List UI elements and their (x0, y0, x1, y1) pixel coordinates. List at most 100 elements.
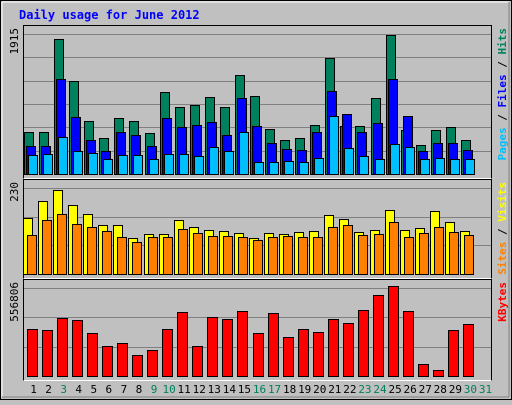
bar-pages-day-19 (299, 162, 309, 175)
panel-hits-ymax-label: 1915 (8, 28, 21, 55)
bar-pages-day-3 (58, 137, 68, 175)
bar-pages-day-11 (179, 154, 189, 175)
bar-kbytes-day-26 (403, 311, 414, 377)
bar-pages-day-1 (28, 155, 38, 175)
bar-pages-day-15 (239, 132, 249, 175)
bar-kbytes-day-30 (463, 324, 474, 377)
bar-kbytes-day-13 (207, 317, 218, 377)
series-pages (28, 116, 475, 175)
panel-visits: 230 Sites / Visits (8, 179, 509, 279)
bar-kbytes-day-29 (448, 330, 459, 377)
x-tick-label-day-18: 18 (283, 383, 296, 396)
bar-sites-day-22 (343, 225, 353, 275)
panel-visits-ymax-label: 230 (8, 182, 21, 202)
bar-kbytes-day-5 (87, 333, 98, 377)
bar-sites-day-21 (328, 227, 338, 275)
panel-hits-label-part: / (496, 108, 509, 128)
x-tick-label-day-15: 15 (238, 383, 251, 396)
bar-sites-day-6 (102, 231, 112, 275)
bar-sites-day-13 (208, 236, 218, 275)
x-tick-label-day-1: 1 (30, 383, 37, 396)
x-tick-label-day-4: 4 (75, 383, 82, 396)
bar-pages-day-10 (164, 154, 174, 175)
bar-kbytes-day-3 (57, 318, 68, 377)
bar-sites-day-11 (178, 229, 188, 275)
bar-pages-day-9 (149, 159, 159, 175)
bar-pages-day-22 (344, 148, 354, 175)
x-tick-label-day-3: 3 (60, 383, 67, 396)
bar-pages-day-21 (329, 116, 339, 175)
bar-kbytes-day-6 (102, 346, 113, 377)
x-tick-label-day-27: 27 (419, 383, 432, 396)
bar-kbytes-day-2 (42, 330, 53, 377)
bar-sites-day-17 (268, 237, 278, 275)
bar-kbytes-day-4 (72, 320, 83, 377)
bar-kbytes-day-19 (298, 329, 309, 377)
x-tick-label-day-13: 13 (208, 383, 221, 396)
bar-sites-day-28 (434, 227, 444, 275)
bar-sites-day-12 (193, 233, 203, 275)
x-tick-label-day-29: 29 (449, 383, 462, 396)
panel-hits-label-part: Files (496, 74, 509, 107)
bar-sites-day-4 (72, 224, 82, 275)
bar-kbytes-day-17 (268, 313, 279, 377)
bar-kbytes-day-11 (177, 312, 188, 377)
bar-pages-day-30 (465, 159, 475, 175)
x-tick-label-day-20: 20 (313, 383, 326, 396)
panel-hits-label-part: / (496, 55, 509, 75)
bar-kbytes-day-10 (162, 329, 173, 377)
bar-kbytes-day-7 (117, 343, 128, 377)
bar-kbytes-day-16 (253, 333, 264, 377)
x-tick-label-day-23: 23 (358, 383, 371, 396)
bar-pages-day-24 (375, 159, 385, 175)
bar-pages-day-28 (435, 158, 445, 175)
bar-pages-day-5 (88, 153, 98, 175)
x-tick-label-day-30: 30 (464, 383, 477, 396)
bar-pages-day-6 (103, 159, 113, 175)
x-tick-label-day-24: 24 (373, 383, 387, 396)
x-tick-label-day-2: 2 (45, 383, 52, 396)
series-kbytes (27, 286, 474, 377)
bar-kbytes-day-15 (237, 311, 248, 377)
bar-sites-day-30 (464, 235, 474, 275)
x-tick-label-day-25: 25 (388, 383, 401, 396)
panel-visits-label-part: / (496, 222, 509, 242)
bar-pages-day-2 (43, 154, 53, 175)
bar-pages-day-18 (284, 161, 294, 175)
bar-sites-day-3 (57, 214, 67, 275)
bar-sites-day-26 (404, 237, 414, 275)
panel-kbytes-label-part: KBytes (496, 282, 509, 322)
bar-kbytes-day-1 (27, 329, 38, 377)
panel-hits-series-label: Pages / Files / Hits (496, 28, 509, 161)
bar-kbytes-day-27 (418, 364, 429, 377)
x-tick-label-day-28: 28 (434, 383, 447, 396)
bar-sites-day-14 (223, 236, 233, 275)
bar-sites-day-2 (42, 220, 52, 275)
panel-kbytes-ymax-label: 556806 (8, 282, 21, 322)
bar-kbytes-day-9 (147, 350, 158, 377)
bar-kbytes-day-12 (192, 346, 203, 377)
panel-visits-label-part: Sites (496, 242, 509, 275)
bar-sites-day-8 (132, 242, 142, 275)
bar-kbytes-day-20 (313, 332, 324, 377)
panel-hits-label-part: Pages (496, 127, 509, 160)
x-tick-label-day-6: 6 (106, 383, 113, 396)
bar-pages-day-29 (450, 159, 460, 175)
x-tick-label-day-8: 8 (136, 383, 143, 396)
x-tick-label-day-11: 11 (178, 383, 191, 396)
bar-sites-day-1 (27, 235, 37, 275)
bar-pages-day-27 (420, 159, 430, 175)
bar-pages-day-7 (118, 155, 128, 175)
panel-visits-label-part: Visits (496, 182, 509, 222)
bar-pages-day-13 (209, 147, 219, 175)
panel-kbytes-series-label: KBytes (496, 282, 509, 322)
bar-kbytes-day-21 (328, 319, 339, 377)
bar-kbytes-day-18 (283, 337, 294, 377)
panel-visits-series-label: Sites / Visits (496, 182, 509, 275)
chart-title: Daily usage for June 2012 (19, 8, 200, 22)
x-tick-label-day-10: 10 (162, 383, 175, 396)
bar-pages-day-26 (405, 147, 415, 175)
bar-kbytes-day-14 (222, 319, 233, 377)
bar-kbytes-day-24 (373, 295, 384, 377)
